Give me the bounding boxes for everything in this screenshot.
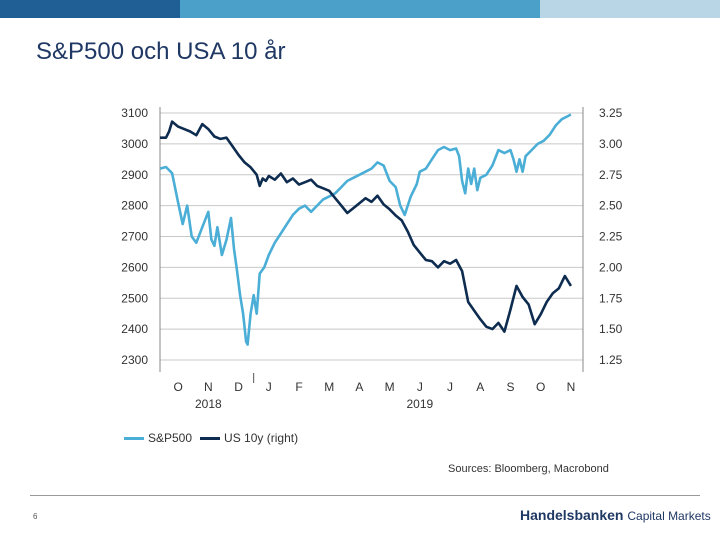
y-tick-label-left: 2600: [121, 260, 148, 274]
x-tick-label: N: [204, 380, 213, 394]
y-tick-label-left: 2300: [121, 353, 148, 367]
y-tick-label-right: 2.75: [599, 168, 623, 182]
x-tick-label: M: [385, 380, 395, 394]
x-tick-label: S: [506, 380, 514, 394]
footer-divider: [30, 495, 700, 496]
y-tick-label-right: 1.50: [599, 322, 623, 336]
x-tick-label: J: [266, 380, 272, 394]
x-tick-label: J: [417, 380, 423, 394]
x-year-label: 2018: [195, 397, 222, 411]
x-tick-label: O: [536, 380, 545, 394]
x-tick-label: F: [295, 380, 302, 394]
top-bar-segment: [360, 0, 540, 18]
legend-label-us10y: US 10y (right): [224, 431, 299, 445]
page-number: 6: [33, 512, 38, 521]
y-tick-label-left: 2700: [121, 230, 148, 244]
x-tick-label: D: [234, 380, 243, 394]
legend-swatch-us10y: [200, 436, 221, 440]
x-tick-label: A: [355, 380, 363, 394]
x-tick-label: M: [324, 380, 334, 394]
legend-item-sp500: S&P500: [124, 431, 192, 445]
y-tick-label-right: 2.25: [599, 230, 623, 244]
legend-item-us10y: US 10y (right): [200, 431, 298, 445]
x-tick-label: A: [476, 380, 484, 394]
x-year-label: 2019: [406, 397, 433, 411]
y-tick-label-right: 1.25: [599, 353, 623, 367]
page-title: S&P500 och USA 10 år: [36, 38, 286, 65]
x-tick-label: O: [173, 380, 182, 394]
brand-division: Capital Markets: [627, 509, 711, 523]
y-tick-label-left: 2500: [121, 291, 148, 305]
top-bar-segment: [540, 0, 720, 18]
series-line-us10y: [160, 120, 573, 333]
x-tick-label: N: [567, 380, 576, 394]
y-tick-label-left: 2900: [121, 168, 148, 182]
brand-name: Handelsbanken: [520, 507, 624, 523]
y-tick-label-right: 2.00: [599, 260, 623, 274]
y-tick-label-right: 2.50: [599, 199, 623, 213]
brand-logo: Handelsbanken Capital Markets: [520, 507, 711, 523]
y-tick-label-right: 3.25: [599, 106, 623, 120]
legend-label-sp500: S&P500: [148, 431, 193, 445]
y-tick-label-left: 2400: [121, 322, 148, 336]
legend-swatch-sp500: [124, 436, 144, 440]
top-color-bar: [0, 0, 720, 18]
x-tick-label: J: [447, 380, 453, 394]
y-tick-label-left: 3100: [121, 106, 148, 120]
chart-legend: S&P500 US 10y (right): [124, 431, 306, 445]
series-line-sp500: [159, 113, 572, 346]
y-tick-label-right: 3.00: [599, 137, 623, 151]
y-tick-label-left: 3000: [121, 137, 148, 151]
source-note: Sources: Bloomberg, Macrobond: [448, 463, 609, 475]
top-bar-segment: [0, 0, 180, 18]
top-bar-segment: [180, 0, 360, 18]
y-tick-label-right: 1.75: [599, 291, 623, 305]
y-tick-label-left: 2800: [121, 199, 148, 213]
